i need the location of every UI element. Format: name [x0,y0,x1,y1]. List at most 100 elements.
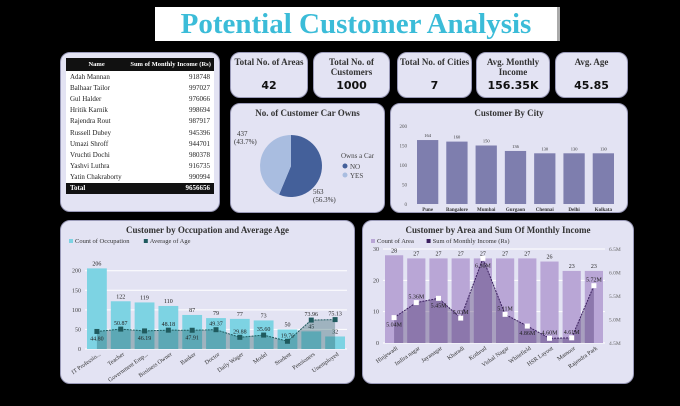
line-label: 5.45M [431,303,448,309]
line-label: 5.36M [408,295,425,301]
table-row[interactable]: Yashvi Luthra 916735 [66,160,214,172]
bar-label: 119 [140,295,149,301]
line-marker [436,295,441,301]
x-tick: Student [274,352,293,368]
x-tick: IT Professio... [70,351,102,376]
bar-label: 50 [284,322,290,328]
line-marker [165,327,171,333]
bar-label: 164 [424,133,432,138]
legend-swatch [371,239,375,243]
table-row[interactable]: Vruchti Dochi 980378 [66,149,214,161]
occupation-chart: Count of Occupation Average of Age 0 50 100 1… [69,238,347,384]
x-tick: Government Emp... [107,351,150,383]
legend-item: Sum of Monthly Income (Rs) [433,238,510,245]
col-income[interactable]: Sum of Monthly Income (Rs) [127,58,214,71]
y-tick: 20 [373,278,379,284]
row-name: Rajendra Rout [66,115,128,127]
line-label: 47.91 [185,335,199,341]
city-bar-chart: 0 50 100 150 200 164 Pune 160 Bangalore 150 Mumbai… [400,125,614,213]
area-chart-panel: Customer by Area and Sum Of Monthly Inco… [362,220,634,384]
line-marker [413,300,419,306]
bar-label: 130 [571,146,579,151]
y-tick: 150 [400,145,408,150]
dashboard-title: Potential Customer Analysis [155,7,560,41]
y2-tick: 4.5M [609,341,621,347]
table-row[interactable]: Hritik Karnik 998694 [66,104,214,116]
line-marker [458,315,464,321]
line-marker [189,327,195,333]
table-row[interactable]: Adah Mannan 918748 [66,71,214,83]
line-label: 35.60 [257,327,271,333]
bar-label: 28 [391,248,397,254]
bar-label: 122 [116,294,125,300]
y-tick: 200 [400,125,408,130]
income-table: Name Sum of Monthly Income (Rs) Adah Mann… [66,58,214,195]
line-label: 46.19 [138,336,152,342]
bar [584,270,603,343]
y-tick: 150 [72,288,81,294]
bar [562,270,581,343]
x-tick: Model [253,352,270,366]
table-row[interactable]: Balhaar Tailor 997027 [66,82,214,94]
bar-label: 130 [541,146,549,151]
bar [134,302,155,349]
x-tick: Kothrud [468,346,488,362]
bar-label: 77 [237,312,243,318]
row-name: Russell Dubey [66,126,128,139]
table-row[interactable]: Russell Dubey 945396 [66,126,214,139]
line-label: 73.96 [305,312,319,318]
table-row[interactable]: Gul Halder 976066 [66,93,214,105]
city-bar [592,153,614,204]
y2-tick: 5.0M [609,318,621,324]
line-marker [142,328,148,334]
line-label: 19.76 [281,333,295,339]
row-name: Vruchti Dochi [66,149,128,161]
line-area [96,319,336,349]
bar-label: 32 [332,329,338,335]
col-name[interactable]: Name [66,58,128,71]
y2-tick: 5.5M [609,294,621,300]
bar-label: 27 [502,251,508,257]
line-label: 75.13 [328,312,342,318]
line-marker [213,327,219,333]
line-marker [502,311,508,317]
line-marker [118,326,124,332]
y-tick: 30 [373,247,379,253]
y-tick: 100 [72,308,81,314]
total-label: Total [66,182,128,195]
table-row[interactable]: Umazi Shroff 944701 [66,138,214,150]
bar-label: 73 [261,313,267,319]
x-tick: Kolkata [595,208,613,213]
row-name: Hritik Karnik [66,104,128,116]
bar-label: 26 [547,255,553,261]
line-marker [94,328,100,334]
bar [110,301,131,349]
pie-label-yes: 437 [237,130,248,138]
line-marker [480,255,486,261]
city-bar [563,153,585,204]
bar [229,318,250,349]
bar-label: 110 [164,299,173,305]
line-marker [237,334,243,340]
legend-swatch [143,239,148,243]
line-label: 6.30M [475,263,492,269]
y2-tick: 6.5M [609,247,621,253]
bar [496,258,515,343]
kpi-label: Total No. of Areas [234,57,304,67]
kpi-card: Avg. Monthly Income 156.35K [476,52,550,98]
series-line [96,319,336,342]
pie-label-no: 563 [313,188,324,196]
bar-label: 27 [436,251,442,257]
row-income: 997027 [127,82,214,94]
table-row[interactable]: Rajendra Rout 987917 [66,115,214,127]
series-line [393,257,595,339]
bar [87,268,107,349]
row-name: Balhaar Tailor [66,82,128,94]
row-income: 918748 [127,71,214,83]
table-row[interactable]: Yatin Chakraborty 990994 [66,171,214,183]
x-tick: Mumbai [477,208,496,213]
kpi-card: Total No. of Customers 1000 [313,52,390,98]
car-owner-pie-panel: No. of Customer Car Owns 563 (56.3%) 437 (4… [230,103,385,213]
kpi-label: Avg. Age [574,57,609,67]
occupation-title: Customer by Occupation and Average Age [126,225,289,235]
